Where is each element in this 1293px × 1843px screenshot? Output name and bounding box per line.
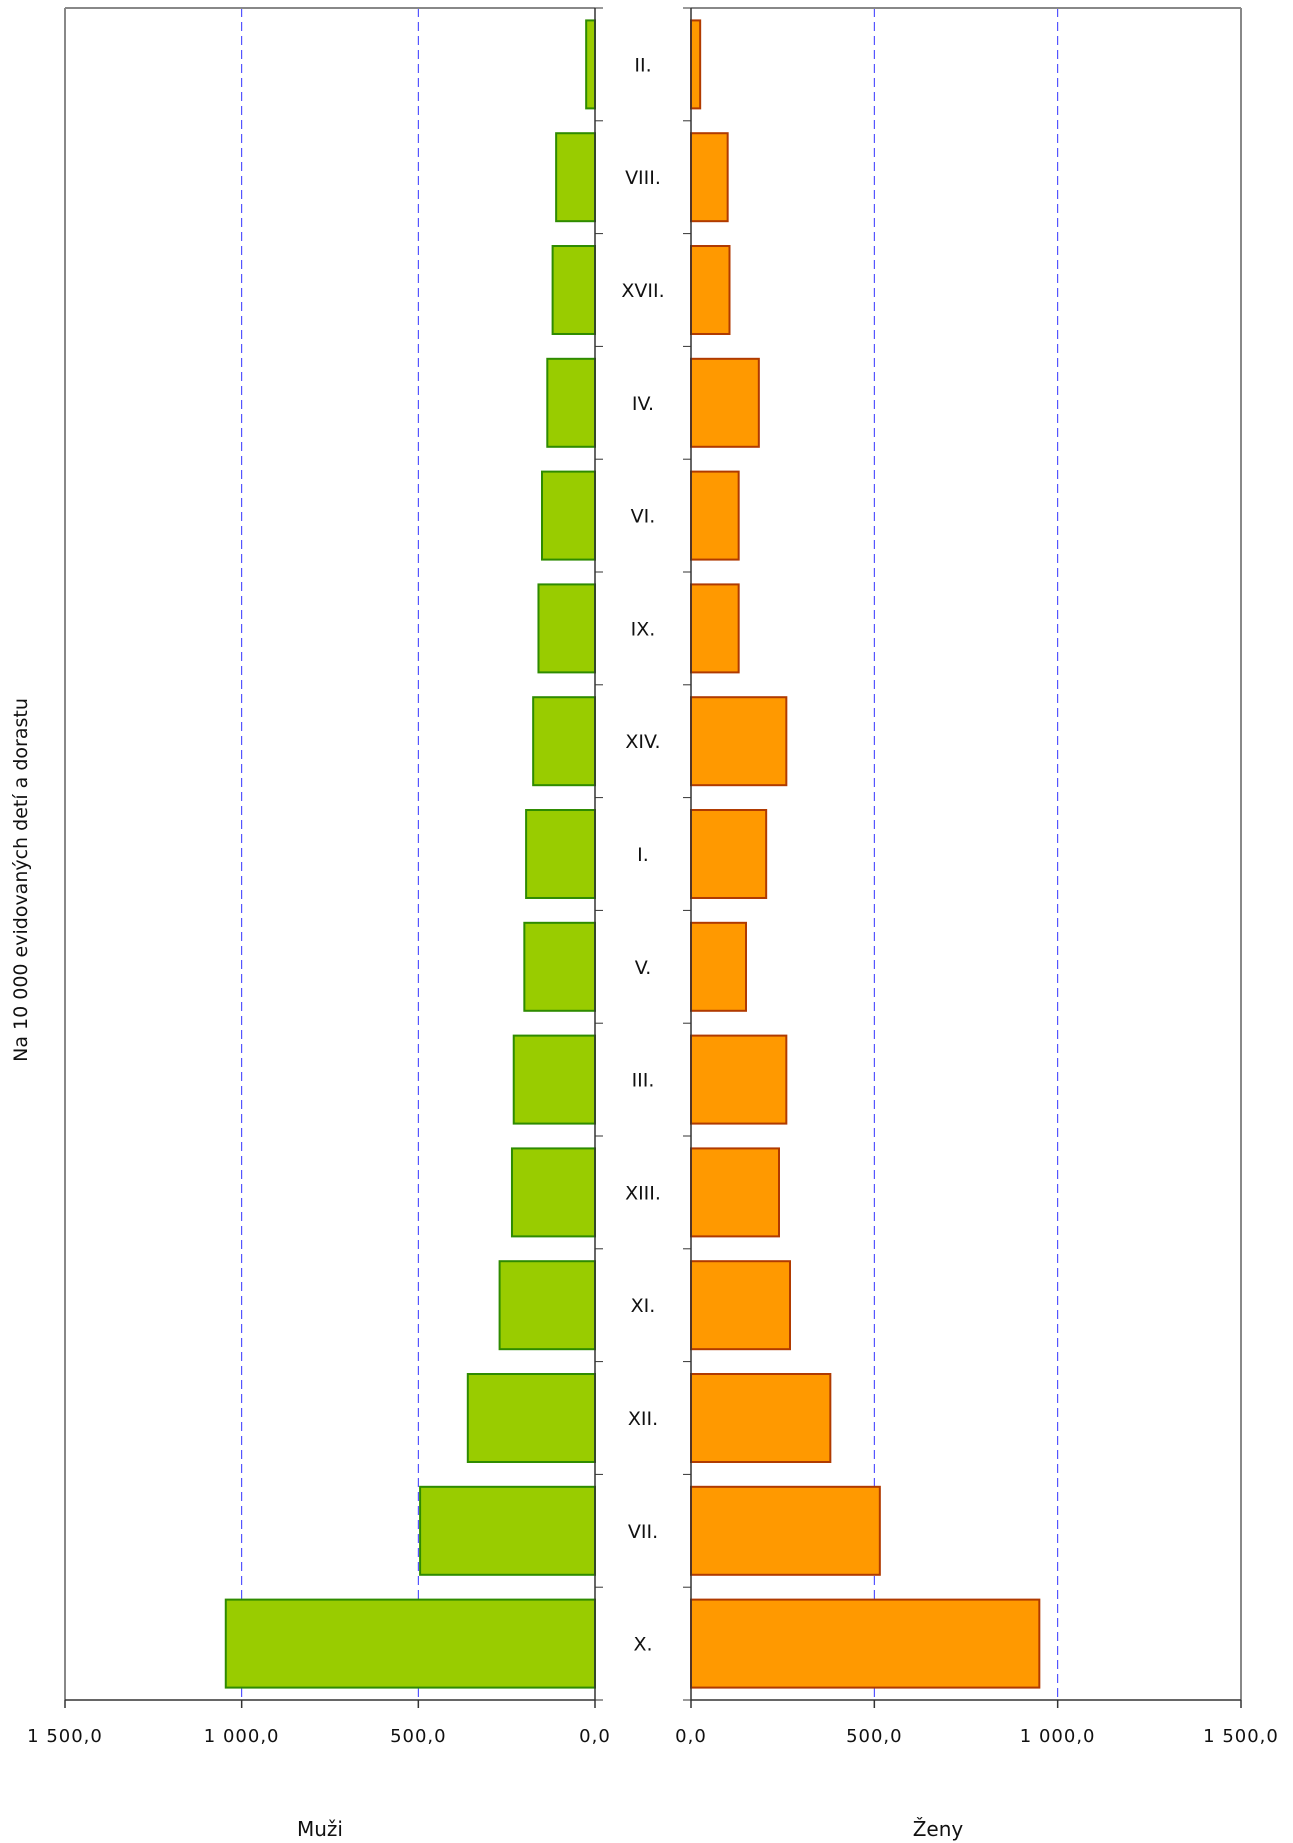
male-bar bbox=[546, 357, 596, 448]
female-bar bbox=[690, 470, 740, 561]
right-tick-label: 500,0 bbox=[846, 1726, 903, 1747]
left-tick-label: 0,0 bbox=[579, 1726, 611, 1747]
male-bar bbox=[541, 470, 596, 561]
category-label: XIV. bbox=[625, 731, 660, 753]
female-bar bbox=[690, 1147, 780, 1238]
male-bar bbox=[551, 245, 596, 335]
female-bar bbox=[690, 1373, 832, 1463]
female-bar bbox=[690, 583, 740, 674]
category-label: V. bbox=[635, 957, 652, 979]
male-bar bbox=[523, 921, 596, 1012]
right-tick-label: 1 500,0 bbox=[1203, 1726, 1279, 1747]
female-bar bbox=[690, 1485, 881, 1576]
category-label: I. bbox=[637, 844, 649, 866]
axis-tick-labels: 1 500,0 1 000,0 500,0 0,0 0,0 500,0 1 000,0 1 5… bbox=[27, 1726, 1279, 1747]
category-label: XVII. bbox=[621, 280, 664, 302]
category-label: IX. bbox=[631, 618, 656, 640]
right-tick-label: 1 000,0 bbox=[1020, 1726, 1096, 1747]
left-tick-label: 1 000,0 bbox=[204, 1726, 280, 1747]
male-bar bbox=[510, 1147, 597, 1238]
male-bar bbox=[555, 132, 597, 223]
left-tick-label: 500,0 bbox=[390, 1726, 447, 1747]
category-label: XI. bbox=[631, 1295, 656, 1317]
male-bar bbox=[525, 809, 596, 899]
female-bar bbox=[690, 132, 729, 223]
plot-frames bbox=[64, 7, 1242, 1708]
gridlines bbox=[241, 8, 1059, 1700]
category-label: VI. bbox=[631, 506, 656, 528]
male-bar bbox=[498, 1260, 597, 1351]
category-label: VIII. bbox=[625, 167, 661, 189]
left-tick-label: 1 500,0 bbox=[27, 1726, 103, 1747]
right-axis-title: Ženy bbox=[913, 1817, 964, 1841]
category-labels: II. VIII. XVII. IV. VI. IX. XIV. I. V. III. XIII. X… bbox=[621, 54, 664, 1655]
female-bar bbox=[690, 809, 768, 899]
female-bar bbox=[690, 19, 702, 110]
male-bar bbox=[585, 19, 597, 110]
female-bar bbox=[690, 921, 747, 1012]
female-bar bbox=[690, 1598, 1041, 1689]
category-label: III. bbox=[632, 1070, 655, 1092]
male-bar bbox=[512, 1034, 597, 1125]
male-bar bbox=[466, 1373, 596, 1463]
female-bar bbox=[690, 357, 760, 448]
male-bar bbox=[537, 583, 597, 674]
right-tick-label: 0,0 bbox=[675, 1726, 707, 1747]
female-bars bbox=[690, 19, 1041, 1689]
category-label: IV. bbox=[632, 393, 654, 415]
female-bar bbox=[690, 1260, 791, 1351]
male-bars bbox=[224, 19, 597, 1689]
category-label: VII. bbox=[628, 1521, 658, 1543]
category-label: II. bbox=[634, 54, 651, 76]
female-bar bbox=[690, 1034, 788, 1125]
female-bar bbox=[690, 245, 731, 335]
category-label: XII. bbox=[628, 1408, 658, 1430]
female-bar bbox=[690, 696, 788, 787]
y-axis-title: Na 10 000 evidovaných detí a dorastu bbox=[10, 698, 32, 1062]
left-axis-title: Muži bbox=[297, 1817, 343, 1841]
male-bar bbox=[532, 696, 597, 787]
category-label: X. bbox=[633, 1634, 652, 1656]
category-label: XIII. bbox=[625, 1182, 661, 1204]
male-bar bbox=[224, 1598, 596, 1689]
male-bar bbox=[419, 1485, 596, 1576]
